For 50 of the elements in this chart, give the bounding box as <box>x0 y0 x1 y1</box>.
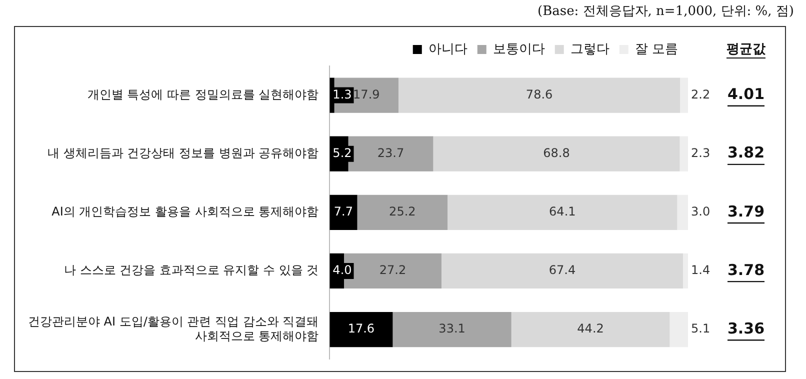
bar <box>511 312 670 348</box>
data-label: 5.2 <box>332 146 352 160</box>
data-label: 23.7 <box>377 146 404 160</box>
data-label: 2.2 <box>691 87 710 102</box>
legend-label: 그렇다 <box>570 42 610 57</box>
data-label: 2.3 <box>691 146 710 160</box>
data-label: 7.7 <box>334 204 354 219</box>
text: 3.36 <box>727 319 765 338</box>
legend-label: 보통이다 <box>492 42 545 57</box>
bar <box>677 194 688 230</box>
data-label: 1.3 <box>332 87 352 102</box>
data-label: 17.9 <box>353 87 380 102</box>
bar <box>670 312 688 348</box>
bar <box>680 136 688 172</box>
text: 3.82 <box>727 144 765 162</box>
bar <box>433 136 680 172</box>
data-label: 3.0 <box>691 204 710 219</box>
bar <box>330 312 393 348</box>
data-label: 44.2 <box>577 322 604 336</box>
text: 평균값 <box>726 42 766 57</box>
legend-label: 잘 모름 <box>634 42 678 57</box>
bar <box>392 312 512 348</box>
text: 3.79 <box>727 202 765 220</box>
data-label: 64.1 <box>549 204 576 219</box>
y-tick-label: 개인별 특성에 따른 정밀의료를 실현해야함 <box>87 87 319 102</box>
bar <box>682 253 688 289</box>
y-tick-label: 나 스스로 건강을 효과적으로 유지할 수 있을 것 <box>64 263 319 278</box>
data-label: 4.0 <box>332 263 352 278</box>
bar <box>680 78 688 113</box>
bar <box>330 194 358 230</box>
bar <box>357 194 448 230</box>
bar <box>398 78 680 113</box>
text: 3.78 <box>727 260 765 279</box>
data-label: 27.2 <box>379 263 406 278</box>
data-label: 25.2 <box>389 204 416 219</box>
text: 4.01 <box>727 85 765 104</box>
chart-subtitle: (Base: 전체응답자, n=1,000, 단위: %, 점) <box>538 3 794 20</box>
data-label: 5.1 <box>691 322 710 336</box>
bar <box>441 253 683 289</box>
data-label: 67.4 <box>548 263 576 278</box>
data-label: 17.6 <box>348 322 375 336</box>
data-label: 78.6 <box>526 87 553 102</box>
y-tick-label: AI의 개인학습정보 활용을 사회적으로 통제해야함 <box>52 204 319 219</box>
bar <box>448 194 678 230</box>
legend-label: 아니다 <box>428 42 468 57</box>
y-tick-label: 내 생체리듬과 건강상태 정보를 병원과 공유해야함 <box>48 146 319 160</box>
data-label: 33.1 <box>438 322 466 336</box>
data-label: 1.4 <box>691 263 710 278</box>
y-tick-label: 건강관리분야 AI 도입/활용이 관련 직업 감소와 직결돼 사회적으로 통제해야함 <box>28 314 319 343</box>
data-label: 68.8 <box>543 146 570 160</box>
